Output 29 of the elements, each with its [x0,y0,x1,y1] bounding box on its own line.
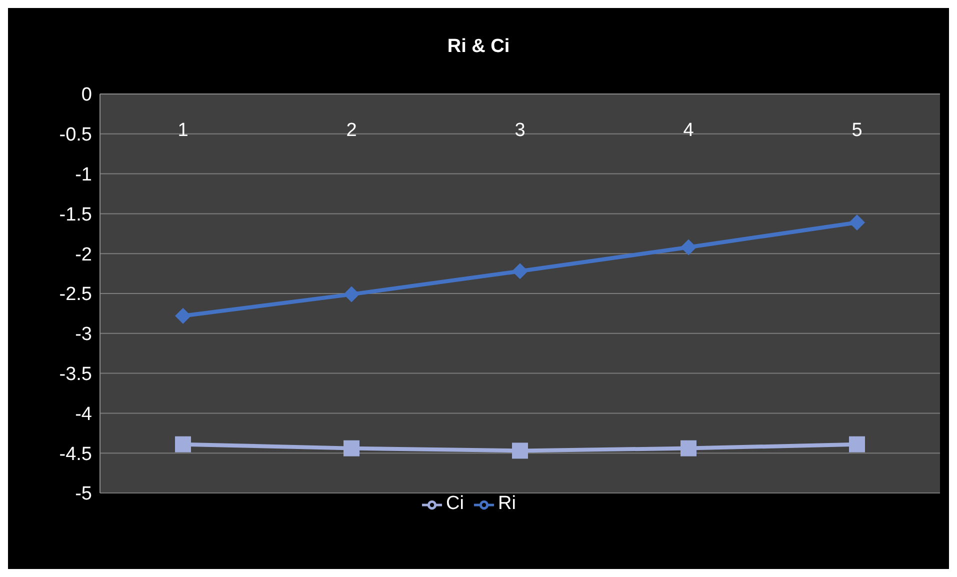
point [175,436,191,452]
point [344,286,360,302]
x-tick-label: 1 [178,120,188,141]
y-tick-label: -3.5 [59,364,92,386]
point [175,308,191,324]
x-tick-label: 5 [852,120,862,141]
y-tick-label: -3 [75,324,92,346]
y-tick-label: -2.5 [59,284,92,306]
x-tick-label: 2 [346,120,357,141]
point [512,263,528,280]
legend-label: Ci [446,493,464,514]
y-tick-label: -5 [75,484,92,505]
y-tick-label: -4.5 [59,444,92,465]
point [680,440,696,456]
point [344,440,360,456]
y-tick-label: -0.5 [59,124,92,146]
y-tick-label: -1.5 [59,204,92,226]
x-tick-label: 4 [683,120,694,141]
y-tick-label: -4 [75,404,92,425]
y-tick-label: -1 [75,164,92,186]
point [512,442,528,459]
point [849,436,865,452]
chart-title: Ri & Ci [446,36,511,58]
y-tick-label: 0 [81,84,92,106]
x-tick-label: 3 [514,120,526,141]
point [680,239,696,256]
legend-label: Ri [498,493,516,514]
point [849,214,865,230]
y-tick-label: -2 [75,244,92,266]
